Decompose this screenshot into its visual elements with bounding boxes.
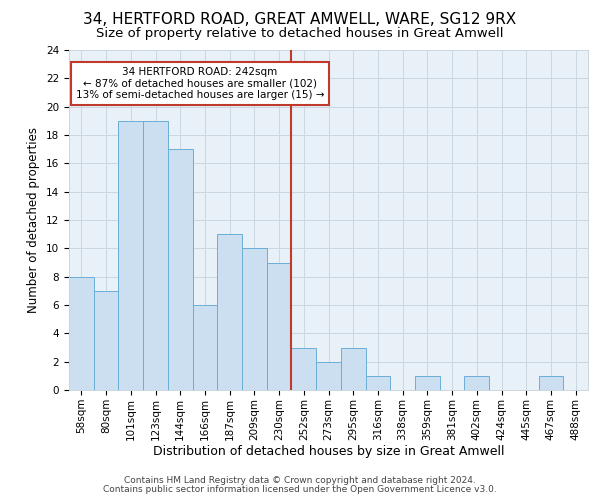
Bar: [292, 348, 316, 390]
Bar: [539, 376, 563, 390]
Bar: [365, 376, 390, 390]
Bar: [464, 376, 489, 390]
Text: Size of property relative to detached houses in Great Amwell: Size of property relative to detached ho…: [96, 28, 504, 40]
Bar: [341, 348, 365, 390]
Bar: [267, 262, 292, 390]
Text: 34 HERTFORD ROAD: 242sqm
← 87% of detached houses are smaller (102)
13% of semi-: 34 HERTFORD ROAD: 242sqm ← 87% of detach…: [76, 67, 324, 100]
Bar: [193, 305, 217, 390]
Bar: [168, 149, 193, 390]
Bar: [143, 121, 168, 390]
Bar: [217, 234, 242, 390]
Bar: [118, 121, 143, 390]
Text: Contains public sector information licensed under the Open Government Licence v3: Contains public sector information licen…: [103, 485, 497, 494]
Text: Contains HM Land Registry data © Crown copyright and database right 2024.: Contains HM Land Registry data © Crown c…: [124, 476, 476, 485]
X-axis label: Distribution of detached houses by size in Great Amwell: Distribution of detached houses by size …: [153, 446, 504, 458]
Y-axis label: Number of detached properties: Number of detached properties: [28, 127, 40, 313]
Bar: [69, 276, 94, 390]
Bar: [316, 362, 341, 390]
Bar: [94, 291, 118, 390]
Bar: [242, 248, 267, 390]
Bar: [415, 376, 440, 390]
Text: 34, HERTFORD ROAD, GREAT AMWELL, WARE, SG12 9RX: 34, HERTFORD ROAD, GREAT AMWELL, WARE, S…: [83, 12, 517, 28]
